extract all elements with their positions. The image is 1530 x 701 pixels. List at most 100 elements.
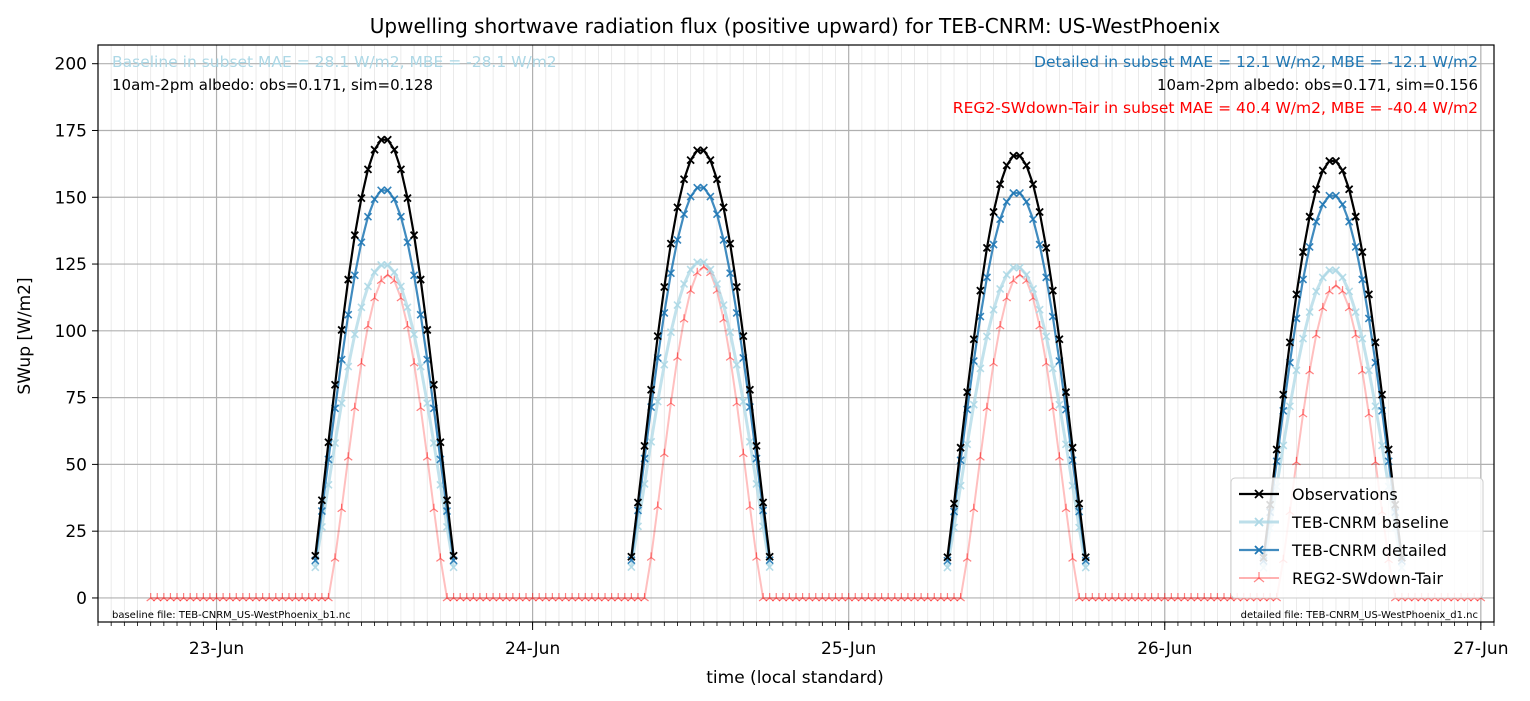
data-point (1377, 441, 1387, 450)
data-point (403, 193, 412, 203)
data-point (686, 192, 695, 201)
data-point (732, 398, 742, 407)
series-line (1262, 159, 1403, 558)
data-point (693, 183, 702, 192)
y-tick-label: 150 (55, 188, 87, 208)
data-point (1325, 286, 1334, 295)
legend: Observations TEB-CNRM baseline TEB-CNRM … (1230, 477, 1484, 599)
series-line (946, 191, 1087, 561)
data-point (660, 360, 669, 369)
data-point (442, 496, 452, 505)
data-point (969, 503, 979, 513)
data-point (337, 503, 347, 513)
data-point (1028, 180, 1038, 189)
data-point (752, 552, 761, 561)
data-point (324, 438, 333, 447)
data-point (738, 448, 748, 458)
data-point (1055, 335, 1064, 344)
legend-entry-detailed: TEB-CNRM detailed (1239, 541, 1447, 560)
baseline-albedo-annotation: 10am-2pm albedo: obs=0.171, sim=0.128 (112, 76, 433, 94)
data-point (410, 330, 419, 339)
data-point (719, 300, 728, 310)
data-point (726, 239, 735, 248)
data-point (1384, 445, 1393, 454)
series-line (946, 154, 1087, 558)
data-point (949, 499, 959, 508)
data-point (1364, 290, 1374, 299)
data-point (383, 269, 393, 279)
data-point (982, 402, 992, 412)
data-point (686, 265, 695, 274)
data-point (956, 592, 965, 602)
data-point (995, 320, 1005, 330)
data-point (686, 155, 695, 165)
data-point (1298, 409, 1308, 418)
data-point (1318, 166, 1327, 175)
legend-box (1230, 477, 1484, 599)
data-point (449, 563, 458, 572)
data-point (673, 235, 682, 245)
data-point (1358, 247, 1367, 257)
data-point (1298, 334, 1308, 343)
data-point (1318, 273, 1327, 282)
data-point (1061, 503, 1071, 513)
data-point (647, 437, 656, 446)
data-point (1081, 563, 1090, 572)
data-point (745, 385, 755, 394)
data-point (311, 551, 320, 560)
data-point (982, 273, 992, 282)
y-tick-label: 125 (55, 255, 87, 275)
data-point (396, 212, 405, 221)
legend-entry-reg2: REG2-SWdown-Tair (1239, 569, 1443, 588)
data-point (732, 282, 741, 292)
data-point (1305, 307, 1314, 317)
data-point (712, 279, 722, 289)
axis-ticks: 23-Jun 24-Jun 25-Jun 26-Jun 27-Jun 0 25 50 75 100… (55, 55, 1509, 659)
data-point (330, 553, 340, 562)
data-point (423, 325, 432, 335)
data-point (976, 452, 985, 461)
y-tick-label: 175 (55, 121, 87, 141)
data-point (1292, 456, 1301, 466)
data-point (982, 243, 992, 252)
data-point (699, 183, 708, 192)
data-point (416, 310, 425, 319)
data-point (1351, 329, 1361, 339)
data-point (943, 563, 952, 572)
y-tick-label: 100 (55, 322, 87, 342)
y-tick-label: 25 (65, 522, 87, 542)
legend-label-observations: Observations (1292, 485, 1398, 504)
data-point (752, 441, 761, 451)
data-point (963, 440, 972, 449)
data-point (1298, 275, 1308, 284)
data-point (1061, 388, 1071, 397)
data-point (653, 501, 663, 511)
data-point (1009, 151, 1018, 160)
data-point (350, 402, 360, 412)
data-point (666, 328, 675, 337)
data-point (1345, 217, 1354, 226)
data-point (344, 362, 353, 371)
data-point (1371, 338, 1380, 347)
data-point (996, 215, 1005, 224)
data-point (1002, 270, 1011, 279)
data-point (989, 358, 998, 367)
legend-label-reg2: REG2-SWdown-Tair (1292, 569, 1443, 588)
data-point (416, 362, 425, 371)
data-point (1008, 275, 1018, 285)
data-point (1048, 402, 1058, 412)
data-point (633, 498, 643, 507)
data-point (390, 268, 399, 277)
data-point (1035, 240, 1044, 249)
data-point (423, 399, 432, 408)
series-line (314, 189, 455, 561)
data-point (1068, 553, 1077, 562)
data-point (1358, 334, 1367, 343)
data-point (1298, 247, 1308, 257)
data-point (370, 268, 379, 277)
data-point (660, 282, 669, 292)
data-point (357, 238, 366, 247)
data-point (1358, 275, 1367, 284)
data-point (699, 258, 708, 267)
